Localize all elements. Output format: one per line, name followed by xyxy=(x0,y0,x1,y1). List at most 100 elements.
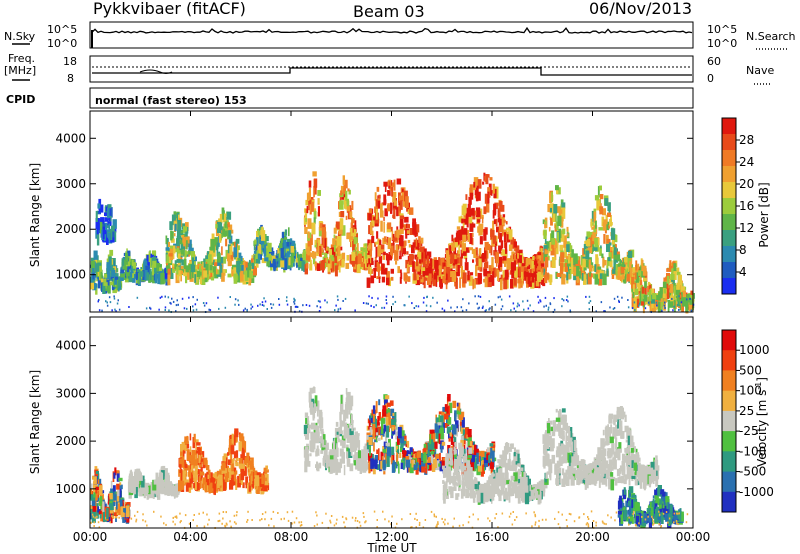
echo-cell xyxy=(592,231,595,242)
echo-cell xyxy=(150,482,154,489)
echo-cell xyxy=(561,305,563,308)
echo-cell xyxy=(618,301,620,303)
echo-cell xyxy=(508,244,513,251)
echo-cell xyxy=(444,423,448,428)
echo-cell xyxy=(309,387,314,394)
echo-cell xyxy=(312,387,316,394)
echo-cell xyxy=(90,508,94,513)
echo-cell xyxy=(425,462,428,474)
echo-cell xyxy=(593,246,598,251)
echo-cell xyxy=(91,497,96,507)
echo-cell xyxy=(594,264,597,272)
echo-cell xyxy=(177,219,182,232)
echo-cell xyxy=(96,473,100,480)
echo-cell xyxy=(296,251,299,258)
echo-cell xyxy=(167,241,170,247)
echo-cell xyxy=(589,300,592,303)
echo-cell xyxy=(351,251,356,261)
echo-cell xyxy=(181,259,185,266)
echo-cell xyxy=(462,217,465,230)
echo-cell xyxy=(336,431,339,435)
echo-cell xyxy=(594,273,599,285)
echo-cell xyxy=(541,252,545,264)
echo-cell xyxy=(435,429,440,439)
echo-cell xyxy=(547,306,550,309)
echo-cell xyxy=(607,202,611,211)
echo-cell xyxy=(582,258,586,268)
echo-cell xyxy=(191,477,195,482)
echo-cell xyxy=(224,269,227,273)
echo-cell xyxy=(106,262,111,272)
echo-cell xyxy=(432,433,436,443)
echo-cell xyxy=(446,267,448,274)
echo-cell xyxy=(326,248,329,255)
echo-cell xyxy=(264,234,267,245)
echo-cell xyxy=(408,454,411,465)
echo-cell xyxy=(184,464,188,468)
freq-panel-frame xyxy=(89,55,694,83)
echo-cell xyxy=(117,299,119,302)
echo-cell xyxy=(636,298,640,308)
echo-cell xyxy=(109,301,112,304)
echo-cell xyxy=(417,242,420,251)
echo-cell xyxy=(409,228,414,235)
echo-cell xyxy=(378,412,382,420)
echo-cell xyxy=(336,295,339,298)
echo-cell xyxy=(568,242,572,253)
echo-cell xyxy=(112,278,116,287)
echo-cell xyxy=(123,252,127,257)
echo-cell xyxy=(533,260,538,264)
echo-cell xyxy=(100,501,103,512)
echo-cell xyxy=(411,452,413,456)
echo-cell xyxy=(387,190,391,196)
echo-cell xyxy=(631,293,634,305)
echo-cell xyxy=(251,305,254,308)
echo-cell xyxy=(316,425,320,432)
echo-cell xyxy=(203,457,208,465)
echo-cell xyxy=(386,271,390,279)
echo-cell xyxy=(165,235,168,245)
echo-cell xyxy=(685,299,688,309)
echo-cell xyxy=(205,255,210,259)
echo-cell xyxy=(342,300,344,302)
echo-cell xyxy=(417,305,420,308)
echo-cell xyxy=(435,460,440,471)
echo-cell xyxy=(601,216,605,227)
echo-cell xyxy=(257,253,261,264)
echo-cell xyxy=(290,246,294,253)
echo-cell xyxy=(483,229,487,241)
echo-cell xyxy=(488,183,492,195)
echo-cell xyxy=(372,405,376,415)
echo-cell xyxy=(174,247,180,253)
echo-cell xyxy=(346,198,349,207)
echo-cell xyxy=(368,267,372,272)
echo-cell xyxy=(194,303,197,306)
echo-cell xyxy=(539,274,543,280)
echo-cell xyxy=(551,238,555,245)
echo-cell xyxy=(251,467,256,472)
echo-cell xyxy=(225,238,228,247)
echo-cell xyxy=(131,259,134,267)
echo-cell xyxy=(373,442,375,452)
echo-cell xyxy=(354,255,358,265)
echo-cell xyxy=(374,206,378,213)
echo-cell xyxy=(666,268,670,272)
echo-cell xyxy=(389,248,394,255)
echo-cell xyxy=(620,266,625,274)
echo-cell xyxy=(544,296,547,299)
echo-cell xyxy=(350,222,354,229)
echo-cell xyxy=(243,465,247,476)
echo-cell xyxy=(95,218,100,230)
echo-cell xyxy=(602,222,607,231)
echo-cell xyxy=(218,307,220,310)
echo-cell xyxy=(126,255,129,262)
echo-cell xyxy=(510,237,515,249)
echo-cell xyxy=(279,243,282,251)
echo-cell xyxy=(304,454,309,465)
echo-cell xyxy=(454,410,457,422)
echo-cell xyxy=(237,475,240,487)
echo-cell xyxy=(420,279,424,283)
echo-cell xyxy=(593,211,597,223)
echo-cell xyxy=(391,182,394,188)
